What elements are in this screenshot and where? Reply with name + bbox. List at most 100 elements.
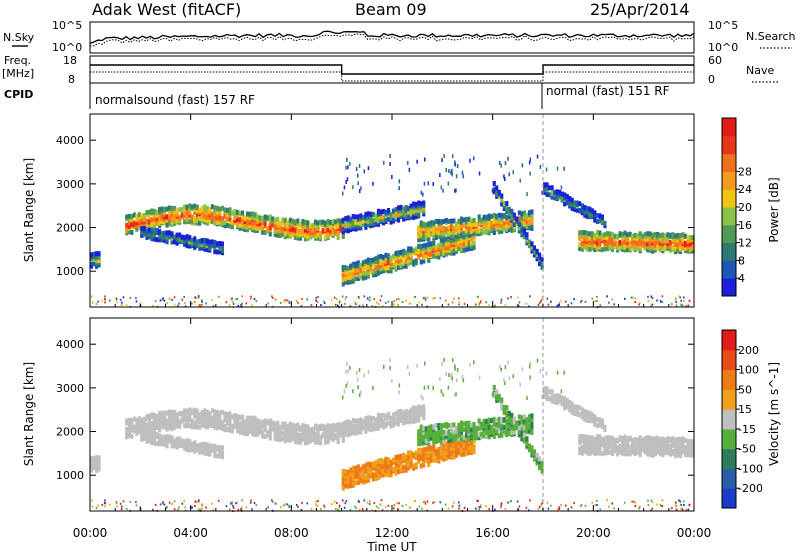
velocity-cell	[683, 444, 688, 450]
power-cell	[590, 231, 594, 237]
power-cell	[243, 227, 247, 232]
velocity-cell	[543, 386, 547, 392]
velocity-cell	[422, 404, 426, 410]
velocity-cell	[673, 445, 678, 451]
power-cell	[392, 212, 396, 218]
velocity-cell	[203, 421, 207, 426]
velocity-noise	[341, 499, 344, 502]
velocity-noise	[683, 500, 685, 503]
velocity-cell	[374, 460, 378, 466]
power-cell	[497, 189, 501, 195]
power-cell	[228, 207, 232, 213]
power-cell	[341, 233, 345, 239]
x-tick-label: 00:00	[73, 526, 108, 540]
velocity-cell	[371, 472, 376, 478]
velocity-cell	[598, 434, 602, 440]
velocity-cell	[487, 430, 491, 436]
velocity-cell	[409, 411, 413, 417]
nsearch-series-line	[89, 33, 695, 47]
velocity-cell	[585, 446, 589, 452]
colorbar-swatch	[722, 330, 736, 351]
velocity-cell	[356, 424, 360, 430]
velocity-cell	[354, 423, 358, 429]
velocity-cell	[220, 420, 225, 426]
velocity-cell	[92, 455, 96, 461]
power-cell	[364, 263, 368, 269]
power-cell	[505, 206, 509, 212]
velocity-cell	[563, 399, 567, 405]
velocity-cell	[417, 434, 421, 440]
power-noise	[538, 301, 541, 304]
velocity-cell	[608, 440, 612, 446]
velocity-sparse	[512, 374, 514, 379]
velocity-cell	[356, 471, 360, 477]
power-cell	[472, 230, 476, 236]
velocity-cell	[678, 453, 683, 459]
velocity-noise	[320, 508, 322, 511]
velocity-noise	[396, 502, 398, 505]
velocity-cell	[439, 450, 443, 456]
velocity-cell	[394, 411, 398, 416]
power-cell	[583, 230, 587, 236]
power-cell	[183, 219, 187, 225]
velocity-cell	[251, 415, 255, 421]
power-cell	[288, 217, 292, 223]
power-cell	[452, 218, 456, 224]
power-noise	[398, 298, 400, 301]
power-cell	[361, 273, 365, 279]
velocity-cell	[354, 465, 358, 471]
velocity-cell	[447, 429, 451, 435]
power-cell	[600, 218, 605, 224]
power-cell	[397, 258, 401, 264]
velocity-noise	[540, 504, 542, 507]
power-noise	[453, 297, 455, 300]
velocity-cell	[359, 478, 363, 484]
power-cell	[210, 204, 214, 210]
power-cell	[502, 220, 506, 226]
power-cell	[402, 216, 406, 222]
power-sparse	[443, 153, 445, 158]
power-noise	[194, 301, 196, 303]
power-cell	[573, 206, 577, 212]
power-sparse	[454, 160, 456, 165]
power-cell	[359, 267, 363, 273]
velocity-noise	[647, 499, 649, 502]
velocity-cell	[243, 419, 247, 425]
power-noise	[504, 304, 507, 307]
velocity-cell	[598, 437, 602, 443]
power-sparse	[545, 167, 548, 172]
velocity-noise	[458, 501, 460, 504]
velocity-cell	[387, 420, 391, 426]
power-cell	[193, 203, 197, 209]
nsky-series-line	[89, 30, 695, 45]
power-cell	[324, 232, 328, 237]
velocity-cell	[540, 467, 544, 473]
velocity-cell	[150, 424, 154, 430]
velocity-cell	[510, 425, 514, 431]
velocity-cell	[331, 423, 335, 429]
velocity-cell	[595, 434, 600, 439]
velocity-cell	[195, 408, 199, 414]
velocity-cell	[193, 420, 197, 426]
velocity-cell	[676, 441, 680, 447]
power-cell	[626, 232, 630, 238]
velocity-cell	[246, 431, 250, 437]
velocity-noise	[90, 499, 93, 502]
velocity-noise	[361, 508, 364, 511]
power-cell	[376, 208, 381, 214]
velocity-cell	[452, 454, 456, 460]
velocity-cell	[326, 423, 330, 429]
velocity-cell	[638, 435, 642, 441]
power-cell	[422, 221, 426, 227]
power-cell	[444, 218, 448, 223]
velocity-cell	[97, 459, 101, 465]
velocity-sparse	[346, 361, 348, 366]
velocity-cell	[459, 420, 464, 426]
power-cell	[462, 230, 466, 236]
velocity-cell	[298, 439, 303, 445]
velocity-cell	[432, 444, 436, 450]
velocity-cell	[470, 447, 474, 453]
power-cell	[560, 191, 564, 197]
colorbar-frame	[721, 329, 737, 509]
velocity-cell	[298, 432, 303, 438]
